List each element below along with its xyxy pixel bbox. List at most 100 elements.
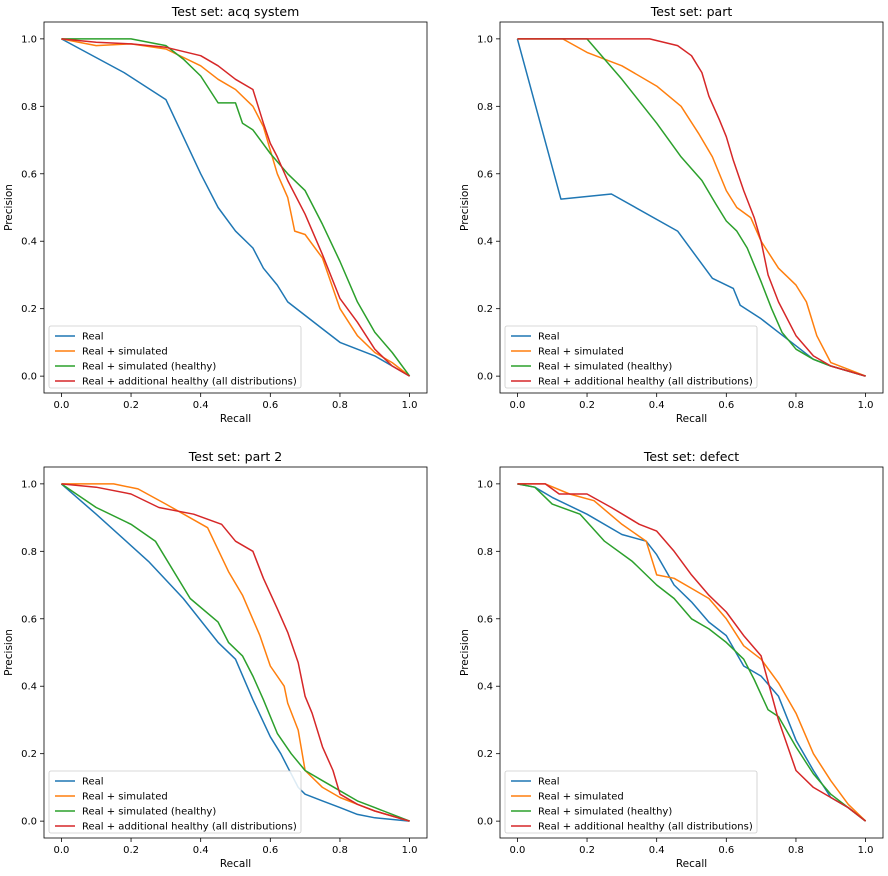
series-line-1 [60, 483, 410, 822]
y-axis-label: Precision [3, 629, 15, 676]
x-tick-label: 0.0 [509, 845, 525, 856]
series-line-4 [517, 483, 867, 822]
subplot-3: Test set: part 2 0.0 0.2 0.4 0.6 0.8 1.0 0.0 0.2… [3, 449, 428, 870]
x-tick-label: 0.6 [718, 400, 734, 411]
legend: Real Real + simulated Real + simulated (he… [48, 770, 302, 834]
legend-entry-label: Real + simulated (healthy) [82, 362, 216, 373]
x-tick-label: 0.4 [193, 845, 209, 856]
series-line-2 [61, 38, 411, 377]
chart-title: Test set: part 2 [188, 449, 282, 464]
x-tick-label: 0.2 [123, 845, 139, 856]
legend: Real Real + simulated Real + simulated (he… [504, 325, 758, 389]
series-line-3 [60, 483, 410, 822]
y-tick-label: 1.0 [21, 34, 37, 45]
x-tick-label: 0.8 [332, 845, 348, 856]
series-line-4 [61, 38, 410, 377]
series-line-2 [517, 483, 867, 822]
series-line-1 [517, 483, 867, 822]
y-tick-label: 0.2 [477, 749, 493, 760]
y-tick-label: 0.0 [21, 817, 37, 828]
x-axis-label: Recall [220, 413, 251, 425]
series-line-3 [61, 38, 411, 377]
legend-entry-label: Real + simulated [538, 347, 624, 358]
x-tick-label: 1.0 [858, 400, 874, 411]
x-tick-label: 0.0 [53, 400, 69, 411]
series-line-2 [61, 483, 410, 822]
x-tick-label: 0.6 [718, 845, 734, 856]
y-tick-label: 0.0 [477, 817, 493, 828]
chart-title: Test set: acq system [171, 4, 300, 19]
legend-entry-label: Real [82, 777, 104, 788]
series-line-2 [517, 38, 866, 377]
plot-frame [499, 466, 884, 839]
x-tick-label: 0.4 [649, 845, 665, 856]
y-tick-label: 0.0 [21, 372, 37, 383]
legend-entry-label: Real + simulated (healthy) [538, 362, 672, 373]
series-line-4 [517, 38, 866, 377]
series-line-3 [517, 483, 867, 822]
legend-entry-label: Real + simulated [82, 347, 168, 358]
x-tick-label: 0.8 [788, 845, 804, 856]
x-tick-label: 0.4 [649, 400, 665, 411]
legend-entry-label: Real + additional healthy (all distribut… [538, 377, 753, 388]
x-tick-label: 0.4 [193, 400, 209, 411]
legend-entry-label: Real [538, 332, 560, 343]
series-line-4 [61, 483, 410, 822]
subplots-group: Test set: acq system 0.0 0.2 0.4 0.6 0.8 1.0 0.… [3, 4, 884, 870]
x-axis-label: Recall [676, 858, 707, 870]
series-line-3 [517, 38, 866, 377]
y-tick-label: 0.0 [477, 372, 493, 383]
legend-box [48, 325, 302, 389]
x-axis-label: Recall [676, 413, 707, 425]
legend-entry-label: Real + additional healthy (all distribut… [538, 822, 753, 833]
legend-entry-label: Real + additional healthy (all distribut… [82, 822, 297, 833]
chart-title: Test set: part [650, 4, 733, 19]
subplot-1: Test set: acq system 0.0 0.2 0.4 0.6 0.8 1.0 0.… [3, 4, 428, 425]
x-tick-label: 1.0 [858, 845, 874, 856]
series-line-1 [61, 38, 410, 377]
x-tick-label: 1.0 [402, 845, 418, 856]
x-tick-label: 1.0 [402, 400, 418, 411]
y-axis-label: Precision [459, 184, 471, 231]
legend-entry-label: Real + simulated (healthy) [538, 807, 672, 818]
plot-frame [499, 21, 884, 394]
legend-entry-label: Real [538, 777, 560, 788]
y-tick-label: 1.0 [477, 479, 493, 490]
y-tick-label: 0.8 [477, 102, 493, 113]
y-tick-label: 0.6 [477, 169, 493, 180]
x-tick-label: 0.6 [262, 400, 278, 411]
y-tick-label: 0.2 [477, 304, 493, 315]
y-tick-label: 0.6 [21, 614, 37, 625]
y-tick-label: 0.4 [21, 682, 37, 693]
y-tick-label: 0.4 [477, 237, 493, 248]
legend-box [504, 325, 758, 389]
legend: Real Real + simulated Real + simulated (he… [48, 325, 302, 389]
x-tick-label: 0.2 [579, 845, 595, 856]
x-tick-label: 0.2 [579, 400, 595, 411]
x-tick-label: 0.0 [53, 845, 69, 856]
x-tick-label: 0.8 [788, 400, 804, 411]
y-tick-label: 0.8 [21, 547, 37, 558]
plot-frame [43, 21, 428, 394]
plot-frame [43, 466, 428, 839]
y-tick-label: 0.6 [477, 614, 493, 625]
legend-entry-label: Real + simulated (healthy) [82, 807, 216, 818]
y-tick-label: 0.2 [21, 304, 37, 315]
legend-entry-label: Real + additional healthy (all distribut… [82, 377, 297, 388]
y-tick-label: 0.6 [21, 169, 37, 180]
legend-box [504, 770, 758, 834]
legend-entry-label: Real + simulated [538, 792, 624, 803]
x-tick-label: 0.6 [262, 845, 278, 856]
x-tick-label: 0.0 [509, 400, 525, 411]
legend-box [48, 770, 302, 834]
x-tick-label: 0.8 [332, 400, 348, 411]
legend-entry-label: Real + simulated [82, 792, 168, 803]
legend-entry-label: Real [82, 332, 104, 343]
x-axis-label: Recall [220, 858, 251, 870]
y-tick-label: 0.4 [21, 237, 37, 248]
chart-title: Test set: defect [643, 449, 739, 464]
y-tick-label: 0.8 [21, 102, 37, 113]
y-tick-label: 1.0 [477, 34, 493, 45]
y-tick-label: 0.8 [477, 547, 493, 558]
